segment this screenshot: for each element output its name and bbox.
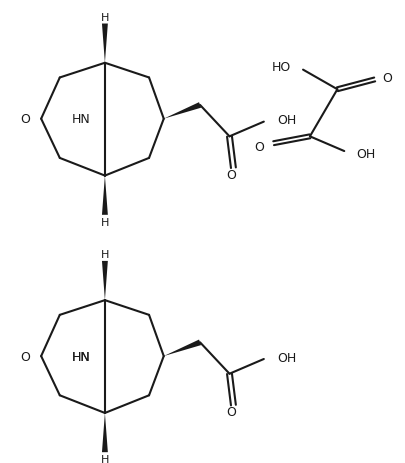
Text: H: H — [100, 250, 109, 259]
Text: H: H — [100, 454, 109, 463]
Text: HN: HN — [71, 350, 90, 363]
Text: O: O — [226, 406, 236, 419]
Polygon shape — [102, 413, 108, 452]
Text: OH: OH — [277, 351, 296, 364]
Text: HN: HN — [71, 350, 90, 363]
Polygon shape — [102, 25, 108, 63]
Text: O: O — [253, 140, 263, 153]
Text: O: O — [382, 72, 391, 85]
Text: O: O — [21, 113, 30, 126]
Text: HO: HO — [271, 61, 290, 74]
Text: O: O — [226, 169, 236, 181]
Text: OH: OH — [277, 114, 296, 127]
Polygon shape — [102, 261, 108, 300]
Polygon shape — [163, 103, 200, 119]
Text: H: H — [100, 217, 109, 227]
Polygon shape — [163, 340, 200, 357]
Text: HN: HN — [71, 113, 90, 126]
Text: OH: OH — [355, 148, 374, 161]
Text: O: O — [21, 350, 30, 363]
Polygon shape — [102, 176, 108, 215]
Text: H: H — [100, 13, 109, 23]
